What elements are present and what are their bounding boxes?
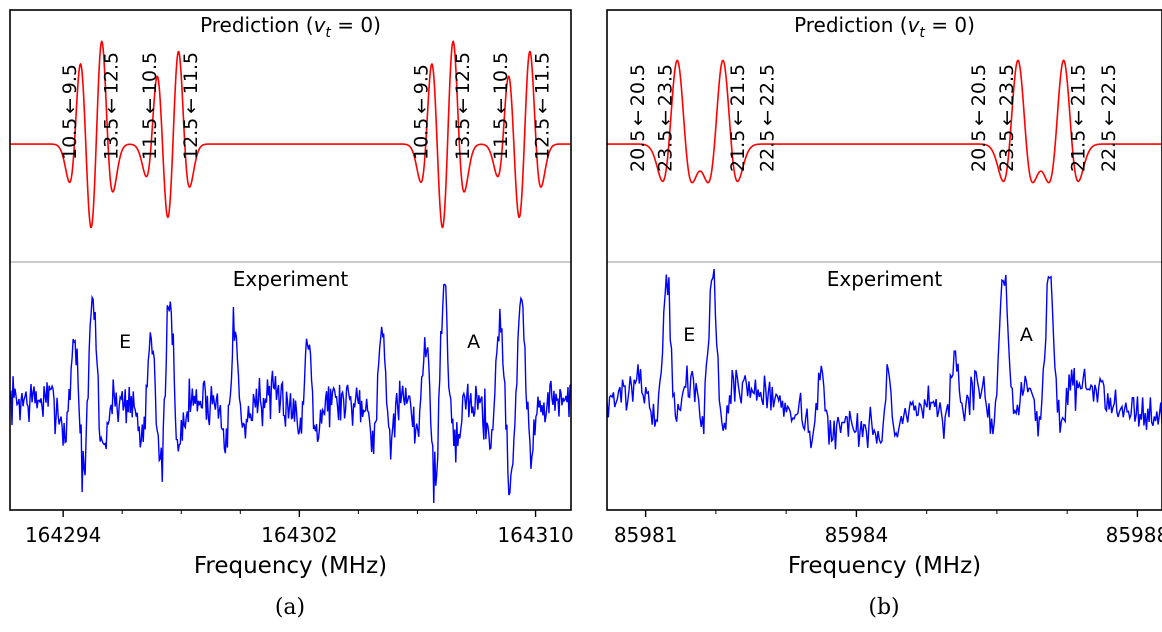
peak-label-e: E <box>119 331 131 353</box>
prediction-title-rest: = 0) <box>331 13 381 37</box>
x-tick-label: 164302 <box>261 523 337 547</box>
prediction-title-sub: t <box>325 25 331 41</box>
experiment-title: Experiment <box>827 267 943 291</box>
prediction-title-math: v <box>908 13 921 37</box>
prediction-title-math: v <box>314 13 327 37</box>
x-tick-label: 164294 <box>25 523 101 547</box>
prediction-title-sub: t <box>919 25 925 41</box>
transition-label: 21.5 ← 21.5 <box>727 64 749 172</box>
peak-label-a: A <box>467 331 480 353</box>
x-tick-label: 85984 <box>825 523 889 547</box>
plot-frame <box>9 9 572 511</box>
transition-label: 23.5 ← 23.5 <box>996 64 1018 172</box>
x-axis-label: Frequency (MHz) <box>194 553 387 579</box>
x-tick-label: 164310 <box>497 523 573 547</box>
panel-caption: (b) <box>868 595 899 620</box>
prediction-line <box>607 59 1162 184</box>
transition-label: 21.5 ← 21.5 <box>1068 64 1090 172</box>
panel-a: Prediction (vt = 0) 10.5 ← 9.5 13.5 ← 12.5… <box>9 9 574 620</box>
panel-b: Prediction (vt = 0) 20.5 ← 20.5 23.5 ← 23.… <box>606 9 1162 620</box>
x-tick-label: 85988 <box>1106 523 1162 547</box>
transition-label: 13.5 ← 12.5 <box>100 52 122 160</box>
panel-caption: (a) <box>275 595 305 620</box>
transition-label: 10.5 ← 9.5 <box>59 64 81 160</box>
transition-label: 12.5 ← 11.5 <box>180 52 202 160</box>
x-tick-label: 85981 <box>614 523 678 547</box>
prediction-title: Prediction (vt = 0) <box>794 13 975 41</box>
prediction-title: Prediction (vt = 0) <box>200 13 381 41</box>
transition-label: 13.5 ← 12.5 <box>452 52 474 160</box>
transition-label: 20.5 ← 20.5 <box>627 64 649 172</box>
transition-label: 20.5 ← 20.5 <box>968 64 990 172</box>
transition-label: 22.5 ← 22.5 <box>1098 64 1120 172</box>
transition-label: 10.5 ← 9.5 <box>410 64 432 160</box>
x-axis-label: Frequency (MHz) <box>788 553 981 579</box>
transition-label: 11.5 ← 10.5 <box>490 52 512 160</box>
prediction-title-text: Prediction ( <box>794 13 908 37</box>
experiment-title: Experiment <box>233 267 349 291</box>
prediction-title-rest: = 0) <box>925 13 975 37</box>
peak-label-e: E <box>683 324 695 346</box>
prediction-title-text: Prediction ( <box>200 13 314 37</box>
experiment-line <box>607 268 1162 450</box>
prediction-line <box>10 40 571 229</box>
peak-label-a: A <box>1020 324 1033 346</box>
transition-label: 11.5 ← 10.5 <box>139 52 161 160</box>
plot-frame <box>606 9 1162 511</box>
transition-label: 22.5 ← 22.5 <box>756 64 778 172</box>
transition-label: 12.5 ← 11.5 <box>531 52 553 160</box>
experiment-line <box>10 283 571 503</box>
transition-label: 23.5 ← 23.5 <box>655 64 677 172</box>
